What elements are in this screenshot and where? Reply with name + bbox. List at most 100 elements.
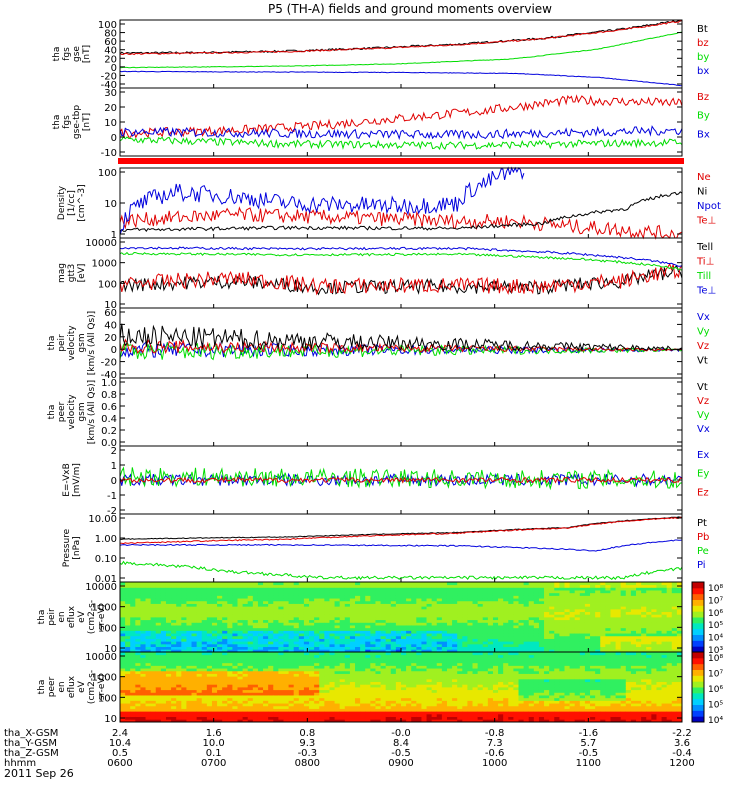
spectrogram-cell: [165, 678, 172, 683]
spectrogram-cell: [324, 657, 330, 661]
spectrogram-cell: [344, 625, 351, 629]
spectrogram-cell: [462, 711, 468, 715]
spectrogram-cell: [186, 711, 192, 715]
spectrogram-cell: [160, 660, 167, 664]
spectrogram-cell: [344, 716, 351, 720]
series-line-Pi: [119, 539, 683, 552]
spectrogram-cell: [344, 622, 351, 626]
spectrogram-cell: [472, 625, 479, 629]
series-line-Pb: [119, 516, 683, 545]
spectrogram-cell: [186, 668, 192, 672]
spectrogram-cell: [186, 590, 192, 594]
spectrogram-cell: [538, 592, 545, 596]
spectrogram-cell: [319, 638, 325, 642]
spectrogram-cell: [120, 657, 126, 661]
spectrogram-cell: [477, 622, 484, 626]
spectrogram-cell: [544, 633, 550, 637]
spectrogram-cell: [385, 646, 392, 650]
spectrogram-cell: [171, 617, 177, 621]
spectrogram-cell: [314, 649, 320, 653]
spectrogram-cell: [176, 641, 182, 645]
spectrogram-cell: [171, 703, 177, 707]
spectrogram-cell: [426, 662, 433, 666]
spectrogram-cell: [508, 627, 514, 631]
spectrogram-cell: [528, 598, 535, 602]
spectrogram-cell: [661, 617, 668, 621]
spectrogram-cell: [431, 619, 438, 623]
spectrogram-cell: [380, 641, 387, 645]
spectrogram-cell: [385, 708, 392, 712]
spectrogram-cell: [452, 708, 458, 712]
spectrogram-cell: [191, 649, 198, 653]
spectrogram-cell: [538, 600, 545, 604]
spectrogram-cell: [518, 619, 525, 623]
spectrogram-cell: [401, 705, 407, 709]
spectrogram-cell: [268, 622, 274, 626]
spectrogram-cell: [590, 643, 596, 648]
spectrogram-cell: [273, 598, 279, 602]
spectrogram-cell: [237, 633, 244, 637]
spectrogram-cell: [227, 687, 233, 691]
spectrogram-cell: [247, 708, 254, 712]
spectrogram-cell: [181, 638, 187, 642]
spectrogram-cell: [324, 687, 330, 691]
spectrogram-cell: [584, 606, 591, 610]
spectrogram-cell: [181, 695, 187, 699]
y-tick-label: 10: [104, 300, 117, 311]
spectrogram-cell: [523, 603, 530, 607]
spectrogram-cell: [324, 606, 330, 610]
spectrogram-cell: [217, 633, 223, 637]
spectrogram-cell: [232, 641, 238, 645]
spectrogram-cell: [186, 608, 192, 613]
spectrogram-cell: [385, 587, 392, 591]
spectrogram-cell: [528, 603, 535, 607]
spectrogram-cell: [237, 662, 244, 666]
spectrogram-cell: [421, 587, 427, 591]
spectrogram-cell: [360, 695, 366, 699]
spectrogram-cell: [666, 582, 673, 586]
spectrogram-cell: [257, 689, 264, 693]
spectrogram-cell: [554, 598, 560, 602]
spectrogram-cell: [176, 673, 182, 677]
spectrogram-cell: [176, 619, 182, 623]
spectrogram-cell: [222, 627, 228, 631]
spectrogram-cell: [380, 622, 387, 626]
spectrogram-cell: [482, 598, 489, 602]
spectrogram-cell: [615, 649, 622, 653]
spectrogram-cell: [257, 678, 264, 683]
spectrogram-cell: [544, 584, 550, 588]
spectrogram-cell: [339, 652, 346, 656]
spectrogram-cell: [416, 638, 422, 642]
spectrogram-cell: [446, 692, 453, 696]
spectrogram-cell: [472, 643, 479, 648]
spectrogram-cell: [630, 611, 637, 615]
spectrogram-cell: [120, 649, 126, 653]
spectrogram-cell: [150, 582, 157, 586]
spectrogram-cell: [247, 614, 254, 618]
spectrogram-cell: [155, 652, 162, 656]
spectrogram-cell: [610, 598, 616, 602]
spectrogram-cell: [646, 595, 652, 599]
spectrogram-cell: [247, 716, 254, 720]
spectrogram-cell: [549, 598, 555, 602]
spectrogram-cell: [303, 643, 310, 648]
spectrogram-cell: [324, 692, 330, 696]
spectrogram-cell: [334, 595, 341, 599]
spectrogram-cell: [181, 689, 187, 693]
spectrogram-cell: [365, 584, 371, 588]
spectrogram-cell: [436, 652, 443, 656]
spectrogram-cell: [319, 635, 325, 639]
spectrogram-cell: [666, 595, 673, 599]
spectrogram-cell: [605, 643, 611, 648]
spectrogram-cell: [477, 587, 484, 591]
spectrogram-cell: [217, 668, 223, 672]
spectrogram-cell: [457, 622, 463, 626]
spectrogram-cell: [309, 611, 315, 615]
spectrogram-cell: [401, 584, 407, 588]
spectrogram-cell: [416, 603, 422, 607]
spectrogram-cell: [125, 608, 131, 613]
spectrogram-cell: [206, 619, 213, 623]
spectrogram-cell: [518, 625, 525, 629]
spectrogram-cell: [406, 713, 412, 718]
mode-separator-bar: [118, 158, 684, 164]
